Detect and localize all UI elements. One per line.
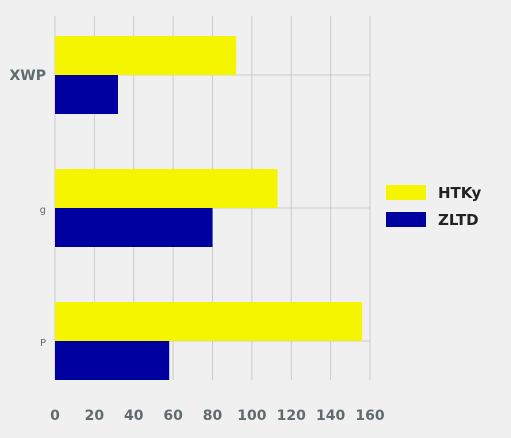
- x-tick-label: 60: [163, 408, 183, 424]
- x-tick-label: 160: [355, 408, 384, 424]
- x-tick-label: 20: [85, 408, 105, 424]
- bar-htky-p: [55, 302, 363, 341]
- legend: HTKy ZLTD: [386, 184, 481, 229]
- y-axis-categories: XWP g P: [10, 68, 47, 349]
- category-label-g: g: [40, 205, 46, 216]
- x-tick-label: 140: [316, 408, 345, 424]
- x-axis-ticks: 0 20 40 60 80 100 120 140 160: [50, 408, 385, 424]
- bar-zltd-g: [55, 208, 213, 247]
- legend-swatch-htky: [386, 185, 426, 200]
- x-tick-label: 0: [50, 408, 60, 424]
- x-tick-label: 40: [124, 408, 144, 424]
- bar-layer: [55, 36, 363, 380]
- x-tick-label: 80: [203, 408, 223, 424]
- category-label-xwp: XWP: [10, 68, 47, 84]
- bar-htky-g: [55, 169, 278, 208]
- x-tick-label: 120: [277, 408, 306, 424]
- bar-zltd-p: [55, 341, 170, 380]
- category-label-p: P: [40, 338, 46, 349]
- legend-label-htky: HTKy: [438, 184, 481, 202]
- bar-htky-xwp: [55, 36, 237, 75]
- legend-swatch-zltd: [386, 212, 426, 227]
- legend-label-zltd: ZLTD: [438, 211, 479, 229]
- x-tick-label: 100: [237, 408, 266, 424]
- bar-zltd-xwp: [55, 75, 118, 114]
